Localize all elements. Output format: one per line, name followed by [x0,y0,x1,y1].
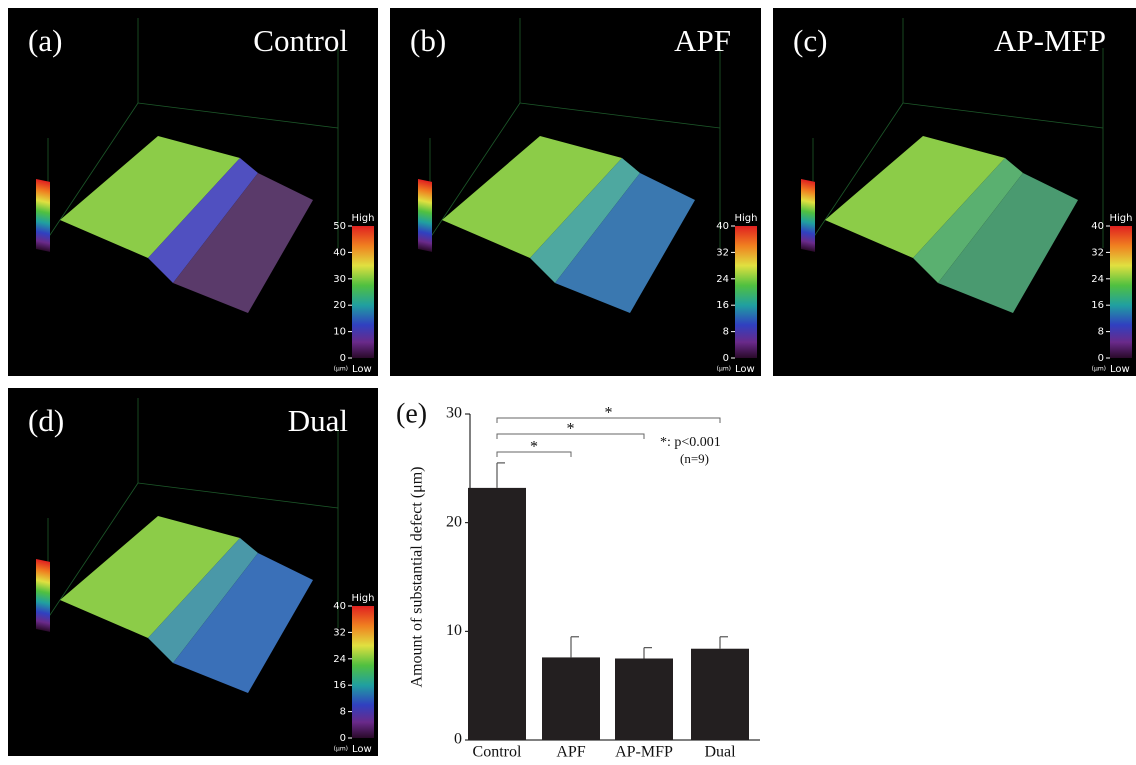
mini-colorbar [36,178,50,252]
surface-panel: (d) Dual 0 8 16 24 32 40 High (μm) Low [8,388,378,756]
bar [542,657,600,740]
wireframe [137,102,339,129]
panel-title: AP-MFP [994,23,1106,58]
mini-colorbar [801,178,815,252]
colorbar-tick-label: 40 [333,601,346,612]
colorbar-tick-label: 30 [333,274,346,285]
significance-star: * [605,405,613,422]
wireframe [429,102,521,239]
surface-panel: (c) AP-MFP 0 8 16 24 32 40 High (μm) Low [773,8,1136,376]
surface-plateau [60,136,240,258]
y-axis-label: Amount of substantial defect (μm) [409,467,426,688]
bar [615,658,673,740]
y-tick-label: 30 [446,405,462,422]
colorbar-tick-label: 24 [716,274,729,285]
wireframe [47,482,139,619]
significance-bracket [496,451,572,457]
colorbar-tick-label: 40 [333,247,346,258]
colorbar-unit: (μm) [717,366,731,373]
colorbar-high: High [352,213,375,224]
colorbar-tick-label: 16 [716,300,729,311]
colorbar-high: High [735,213,758,224]
colorbar [352,226,374,358]
panel-title: Control [253,23,348,58]
surface-slope [530,158,640,283]
colorbar-high: High [1110,213,1133,224]
colorbar-unit: (μm) [1092,366,1106,373]
surface-low [173,553,313,693]
surface-slope [148,538,258,663]
panel-label: (c) [793,23,827,58]
colorbar-tick-label: 50 [333,221,346,232]
colorbar-tick-label: 32 [333,627,346,638]
surface-panel: (a) Control 0 10 20 30 40 50 High (μm) Low [8,8,378,376]
colorbar-low: Low [1110,364,1130,375]
surface-slope [148,158,258,283]
surface-low [173,173,313,313]
surface-low [555,173,695,313]
surface-plateau [825,136,1005,258]
colorbar [735,226,757,358]
colorbar-high: High [352,593,375,604]
colorbar [352,606,374,738]
wireframe [47,102,139,239]
panel-title: Dual [288,403,348,438]
bar [468,487,526,740]
y-tick-label: 10 [446,622,462,639]
surface-plateau [60,516,240,638]
significance-star: * [567,421,575,438]
x-tick-label: Dual [704,744,736,761]
wireframe [812,102,904,239]
colorbar-tick-label: 20 [333,300,346,311]
wireframe [137,482,339,509]
wireframe [519,102,721,129]
x-tick-label: Control [473,744,522,761]
colorbar-unit: (μm) [334,366,348,373]
colorbar-tick-label: 10 [333,327,346,338]
colorbar-tick-label: 0 [340,733,346,744]
surface-plateau [442,136,622,258]
chart-panel-label: (e) [396,398,427,429]
colorbar-tick-label: 0 [1098,353,1104,364]
significance-star: * [530,439,538,456]
significance-bracket [496,433,645,439]
wireframe [902,102,1104,129]
mini-colorbar [418,178,432,252]
colorbar-tick-label: 32 [716,247,729,258]
colorbar-low: Low [352,744,372,755]
y-tick-label: 20 [446,513,462,530]
surface-slope [913,158,1023,283]
x-tick-label: AP-MFP [615,744,673,761]
colorbar-tick-label: 16 [1091,300,1104,311]
colorbar-low: Low [352,364,372,375]
colorbar-tick-label: 0 [340,353,346,364]
colorbar-tick-label: 24 [333,654,346,665]
colorbar-low: Low [735,364,755,375]
surface-panel: (b) APF 0 8 16 24 32 40 High (μm) Low [390,8,761,376]
panel-label: (b) [410,23,446,58]
colorbar-tick-label: 8 [1098,327,1104,338]
colorbar-tick-label: 32 [1091,247,1104,258]
y-tick-label: 0 [454,731,462,748]
significance-note: *: p<0.001 [660,435,721,450]
colorbar-tick-label: 40 [1091,221,1104,232]
colorbar-tick-label: 8 [340,707,346,718]
panel-label: (d) [28,403,64,438]
panel-title: APF [674,23,731,58]
sample-size: (n=9) [680,451,709,466]
significance-bracket [496,417,721,423]
colorbar-tick-label: 0 [723,353,729,364]
mini-colorbar [36,558,50,632]
bar [691,648,749,740]
colorbar-tick-label: 24 [1091,274,1104,285]
panel-label: (a) [28,23,62,58]
colorbar-tick-label: 40 [716,221,729,232]
surface-low [938,173,1078,313]
colorbar-tick-label: 16 [333,680,346,691]
colorbar [1110,226,1132,358]
colorbar-unit: (μm) [334,746,348,753]
colorbar-tick-label: 8 [723,327,729,338]
x-tick-label: APF [556,744,585,761]
